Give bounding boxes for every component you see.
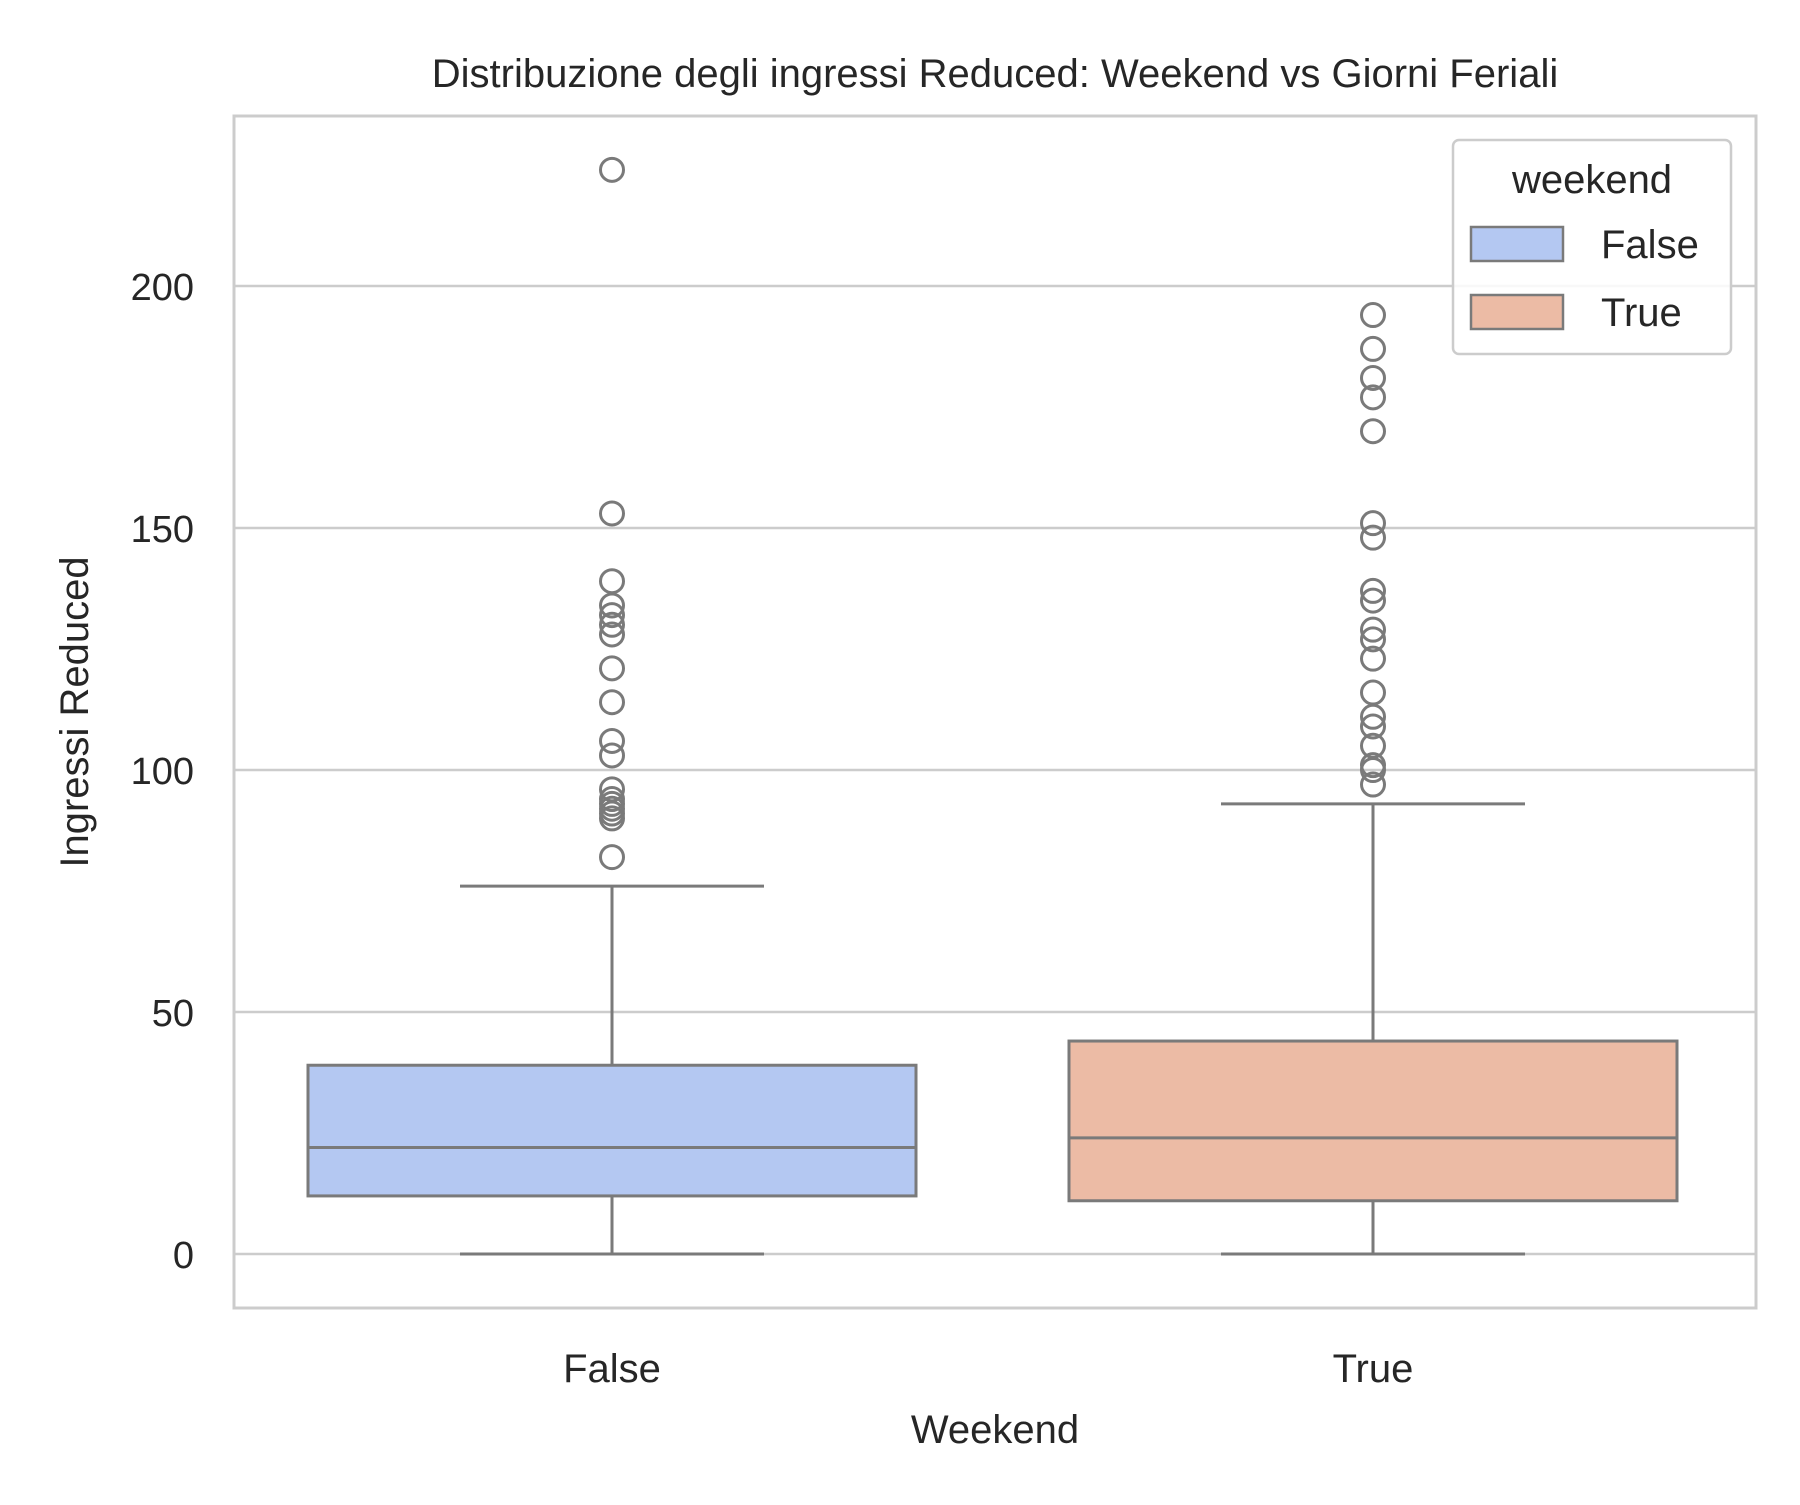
legend-title: weekend — [1511, 158, 1672, 202]
legend-swatch-false — [1469, 225, 1565, 263]
outlier-point-false-7 — [599, 655, 625, 682]
outlier-point-false-16 — [599, 805, 625, 832]
legend-swatch-true — [1469, 293, 1565, 331]
legend-label-true: True — [1601, 291, 1682, 335]
y-axis-label: Ingressi Reduced — [53, 556, 97, 867]
outlier-point-true-7 — [1360, 577, 1386, 604]
box-group-true — [1067, 302, 1679, 1256]
x-tick-label-true: True — [1333, 1347, 1414, 1391]
outlier-point-true-2 — [1360, 364, 1386, 391]
boxes — [306, 156, 1679, 1256]
outlier-point-true-17 — [1360, 757, 1386, 783]
outlier-point-false-9 — [599, 727, 625, 754]
outlier-point-false-3 — [599, 592, 625, 619]
outlier-point-false-5 — [599, 611, 625, 638]
outlier-point-false-8 — [599, 689, 625, 716]
outlier-point-false-4 — [599, 602, 625, 629]
outlier-point-true-9 — [1360, 616, 1386, 643]
outlier-point-true-14 — [1360, 713, 1386, 740]
box-true — [1067, 1039, 1679, 1203]
outlier-point-true-1 — [1360, 335, 1386, 362]
y-tick-label-0: 0 — [173, 1235, 194, 1277]
x-tick-label-false: False — [563, 1347, 661, 1391]
outlier-point-true-4 — [1360, 418, 1386, 445]
outlier-point-false-0 — [599, 156, 625, 183]
outlier-point-true-3 — [1360, 384, 1386, 411]
y-tick-labels: 0 50 100 150 200 — [131, 267, 194, 1277]
outlier-point-true-5 — [1360, 510, 1386, 537]
y-tick-label-200: 200 — [131, 267, 194, 309]
chart-title: Distribuzione degli ingressi Reduced: We… — [432, 52, 1558, 96]
outlier-point-true-6 — [1360, 524, 1386, 551]
outlier-point-false-17 — [599, 844, 625, 871]
outlier-point-true-13 — [1360, 703, 1386, 730]
legend: weekend False True — [1451, 138, 1733, 356]
outlier-point-false-1 — [599, 500, 625, 527]
box-false — [306, 1063, 918, 1198]
outlier-point-true-11 — [1360, 645, 1386, 672]
outlier-point-true-10 — [1360, 626, 1386, 653]
outlier-point-true-18 — [1360, 771, 1386, 798]
y-tick-label-100: 100 — [131, 751, 194, 793]
outlier-point-false-10 — [599, 742, 625, 769]
outlier-point-true-0 — [1360, 302, 1386, 329]
y-tick-label-150: 150 — [131, 509, 194, 551]
x-axis-label: Weekend — [911, 1408, 1079, 1452]
outlier-point-false-6 — [599, 621, 625, 648]
legend-label-false: False — [1601, 223, 1699, 267]
y-tick-label-50: 50 — [152, 993, 194, 1035]
x-tick-labels: False True — [563, 1347, 1413, 1391]
outlier-point-true-8 — [1360, 587, 1386, 614]
plot-frame — [232, 114, 1758, 1310]
box-group-false — [306, 156, 918, 1256]
